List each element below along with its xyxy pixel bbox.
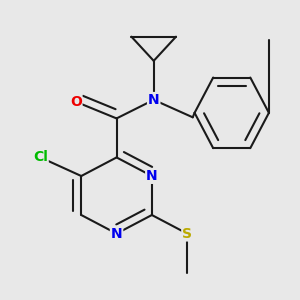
Text: N: N bbox=[146, 169, 158, 183]
Text: Cl: Cl bbox=[33, 150, 48, 164]
Text: S: S bbox=[182, 226, 192, 241]
Text: N: N bbox=[148, 93, 160, 107]
Text: O: O bbox=[70, 95, 82, 109]
Text: N: N bbox=[111, 226, 122, 241]
